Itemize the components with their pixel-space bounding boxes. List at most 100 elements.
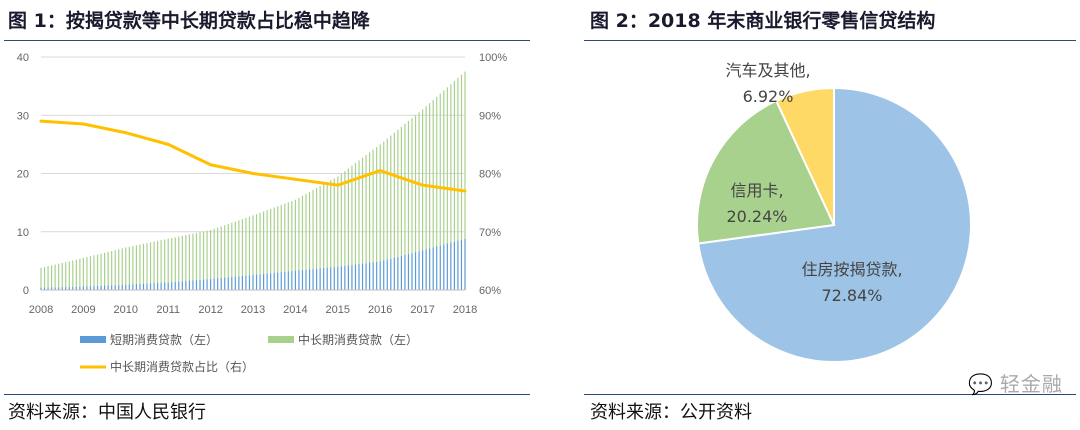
mid-long-loan-bar xyxy=(376,147,378,262)
short-loan-bar xyxy=(457,240,459,290)
short-loan-bar xyxy=(333,267,335,290)
short-loan-bar xyxy=(104,285,106,290)
share-point xyxy=(378,169,382,173)
short-loan-bar xyxy=(273,272,275,290)
mid-long-loan-bar xyxy=(358,160,360,265)
short-loan-bar xyxy=(181,281,183,290)
short-loan-bar xyxy=(425,249,427,290)
mid-long-loan-bar xyxy=(202,231,205,280)
mid-long-loan-bar xyxy=(121,248,123,285)
short-loan-bar xyxy=(128,284,130,290)
short-loan-bar xyxy=(411,253,413,290)
mid-long-loan-bar xyxy=(298,197,300,271)
share-point xyxy=(166,142,170,146)
short-loan-bar xyxy=(51,287,53,290)
mid-long-loan-bar xyxy=(379,144,381,262)
left-axis-tick: 30 xyxy=(17,110,29,122)
mid-long-loan-bar xyxy=(72,260,74,287)
mid-long-loan-bar xyxy=(305,193,307,270)
mid-long-loan-bar xyxy=(86,257,88,287)
mid-long-loan-bar xyxy=(248,216,251,276)
short-loan-bar xyxy=(185,280,187,290)
short-loan-bar xyxy=(125,284,127,290)
short-loan-bar xyxy=(238,276,240,290)
short-loan-bar xyxy=(351,264,353,290)
mid-long-loan-bar xyxy=(436,96,438,247)
short-loan-bar xyxy=(139,283,141,290)
mid-long-loan-bar xyxy=(365,155,367,264)
mid-long-loan-bar xyxy=(400,126,402,256)
mid-long-loan-bar xyxy=(245,217,247,276)
share-point xyxy=(293,177,297,181)
short-loan-bar xyxy=(107,285,109,290)
left-axis-tick: 20 xyxy=(17,169,29,181)
share-point xyxy=(209,163,213,167)
mid-long-loan-bar xyxy=(47,266,49,288)
short-loan-bar xyxy=(160,282,162,290)
short-loan-bar xyxy=(443,244,445,290)
short-loan-bar xyxy=(432,247,434,290)
mid-long-loan-bar xyxy=(238,220,240,277)
short-loan-bar xyxy=(195,280,198,290)
short-loan-bar xyxy=(291,271,293,290)
mid-long-loan-bar xyxy=(432,99,434,248)
short-loan-bar xyxy=(361,263,364,290)
short-loan-bar xyxy=(284,271,286,290)
watermark: 💬 轻金融 xyxy=(968,368,1063,397)
mid-long-loan-bar xyxy=(104,252,106,286)
short-loan-bar xyxy=(157,283,159,290)
mid-long-loan-bar xyxy=(111,250,113,286)
mid-long-loan-bar xyxy=(369,152,371,263)
mid-long-loan-bar xyxy=(330,180,332,268)
short-loan-bar xyxy=(386,259,388,290)
short-loan-bar xyxy=(450,242,452,290)
share-point xyxy=(421,183,425,187)
short-loan-bar xyxy=(372,262,374,290)
legend-label: 中长期消费贷款占比（右） xyxy=(110,359,254,374)
mid-long-loan-bar xyxy=(464,71,466,239)
mid-long-loan-bar xyxy=(43,267,46,288)
short-loan-bar xyxy=(277,272,279,290)
right-axis-tick: 90% xyxy=(479,110,501,122)
x-axis-tick: 2011 xyxy=(156,304,180,316)
mid-long-loan-bar xyxy=(273,207,275,273)
mid-long-loan-bar xyxy=(344,171,346,266)
pie-chart: 住房按揭贷款, 72.84% 信用卡, 20.24% 汽车及其他, 6.92% xyxy=(696,61,972,363)
mid-long-loan-bar xyxy=(277,206,279,273)
short-loan-bar xyxy=(234,276,236,290)
mid-long-loan-bar xyxy=(192,233,194,281)
mid-long-loan-bar xyxy=(333,178,335,268)
short-loan-bar xyxy=(72,286,74,290)
short-loan-bar xyxy=(436,246,438,290)
mid-long-loan-bar xyxy=(54,264,56,288)
source-divider xyxy=(4,394,530,395)
short-loan-bar xyxy=(259,274,261,290)
short-loan-bar xyxy=(248,275,251,290)
mid-long-loan-bar xyxy=(393,132,395,258)
left-axis-tick: 0 xyxy=(23,285,29,297)
mid-long-loan-bar xyxy=(372,149,374,263)
wechat-icon: 💬 xyxy=(968,372,994,396)
short-loan-bar xyxy=(100,285,102,290)
short-loan-bar xyxy=(305,269,307,290)
short-loan-bar xyxy=(199,279,201,290)
mid-long-loan-bar xyxy=(217,227,219,279)
mid-long-loan-bar xyxy=(146,243,148,284)
short-loan-bar xyxy=(344,265,346,290)
short-loan-bar xyxy=(369,262,371,290)
short-loan-bar xyxy=(206,279,208,290)
mid-long-loan-bar xyxy=(354,163,357,265)
mid-long-loan-bar xyxy=(181,235,183,282)
short-loan-bar xyxy=(171,282,173,290)
mid-long-loan-bar xyxy=(82,257,84,287)
pie-slice xyxy=(696,99,836,245)
short-loan-bar xyxy=(400,255,402,290)
mid-long-loan-bar xyxy=(157,240,159,284)
short-loan-bar xyxy=(142,283,145,290)
slice-value: 6.92% xyxy=(743,87,794,106)
mid-long-loan-bar xyxy=(319,186,321,269)
source-divider xyxy=(584,394,1076,395)
short-loan-bar xyxy=(358,264,360,290)
title-divider xyxy=(4,40,530,41)
share-point xyxy=(336,183,340,187)
